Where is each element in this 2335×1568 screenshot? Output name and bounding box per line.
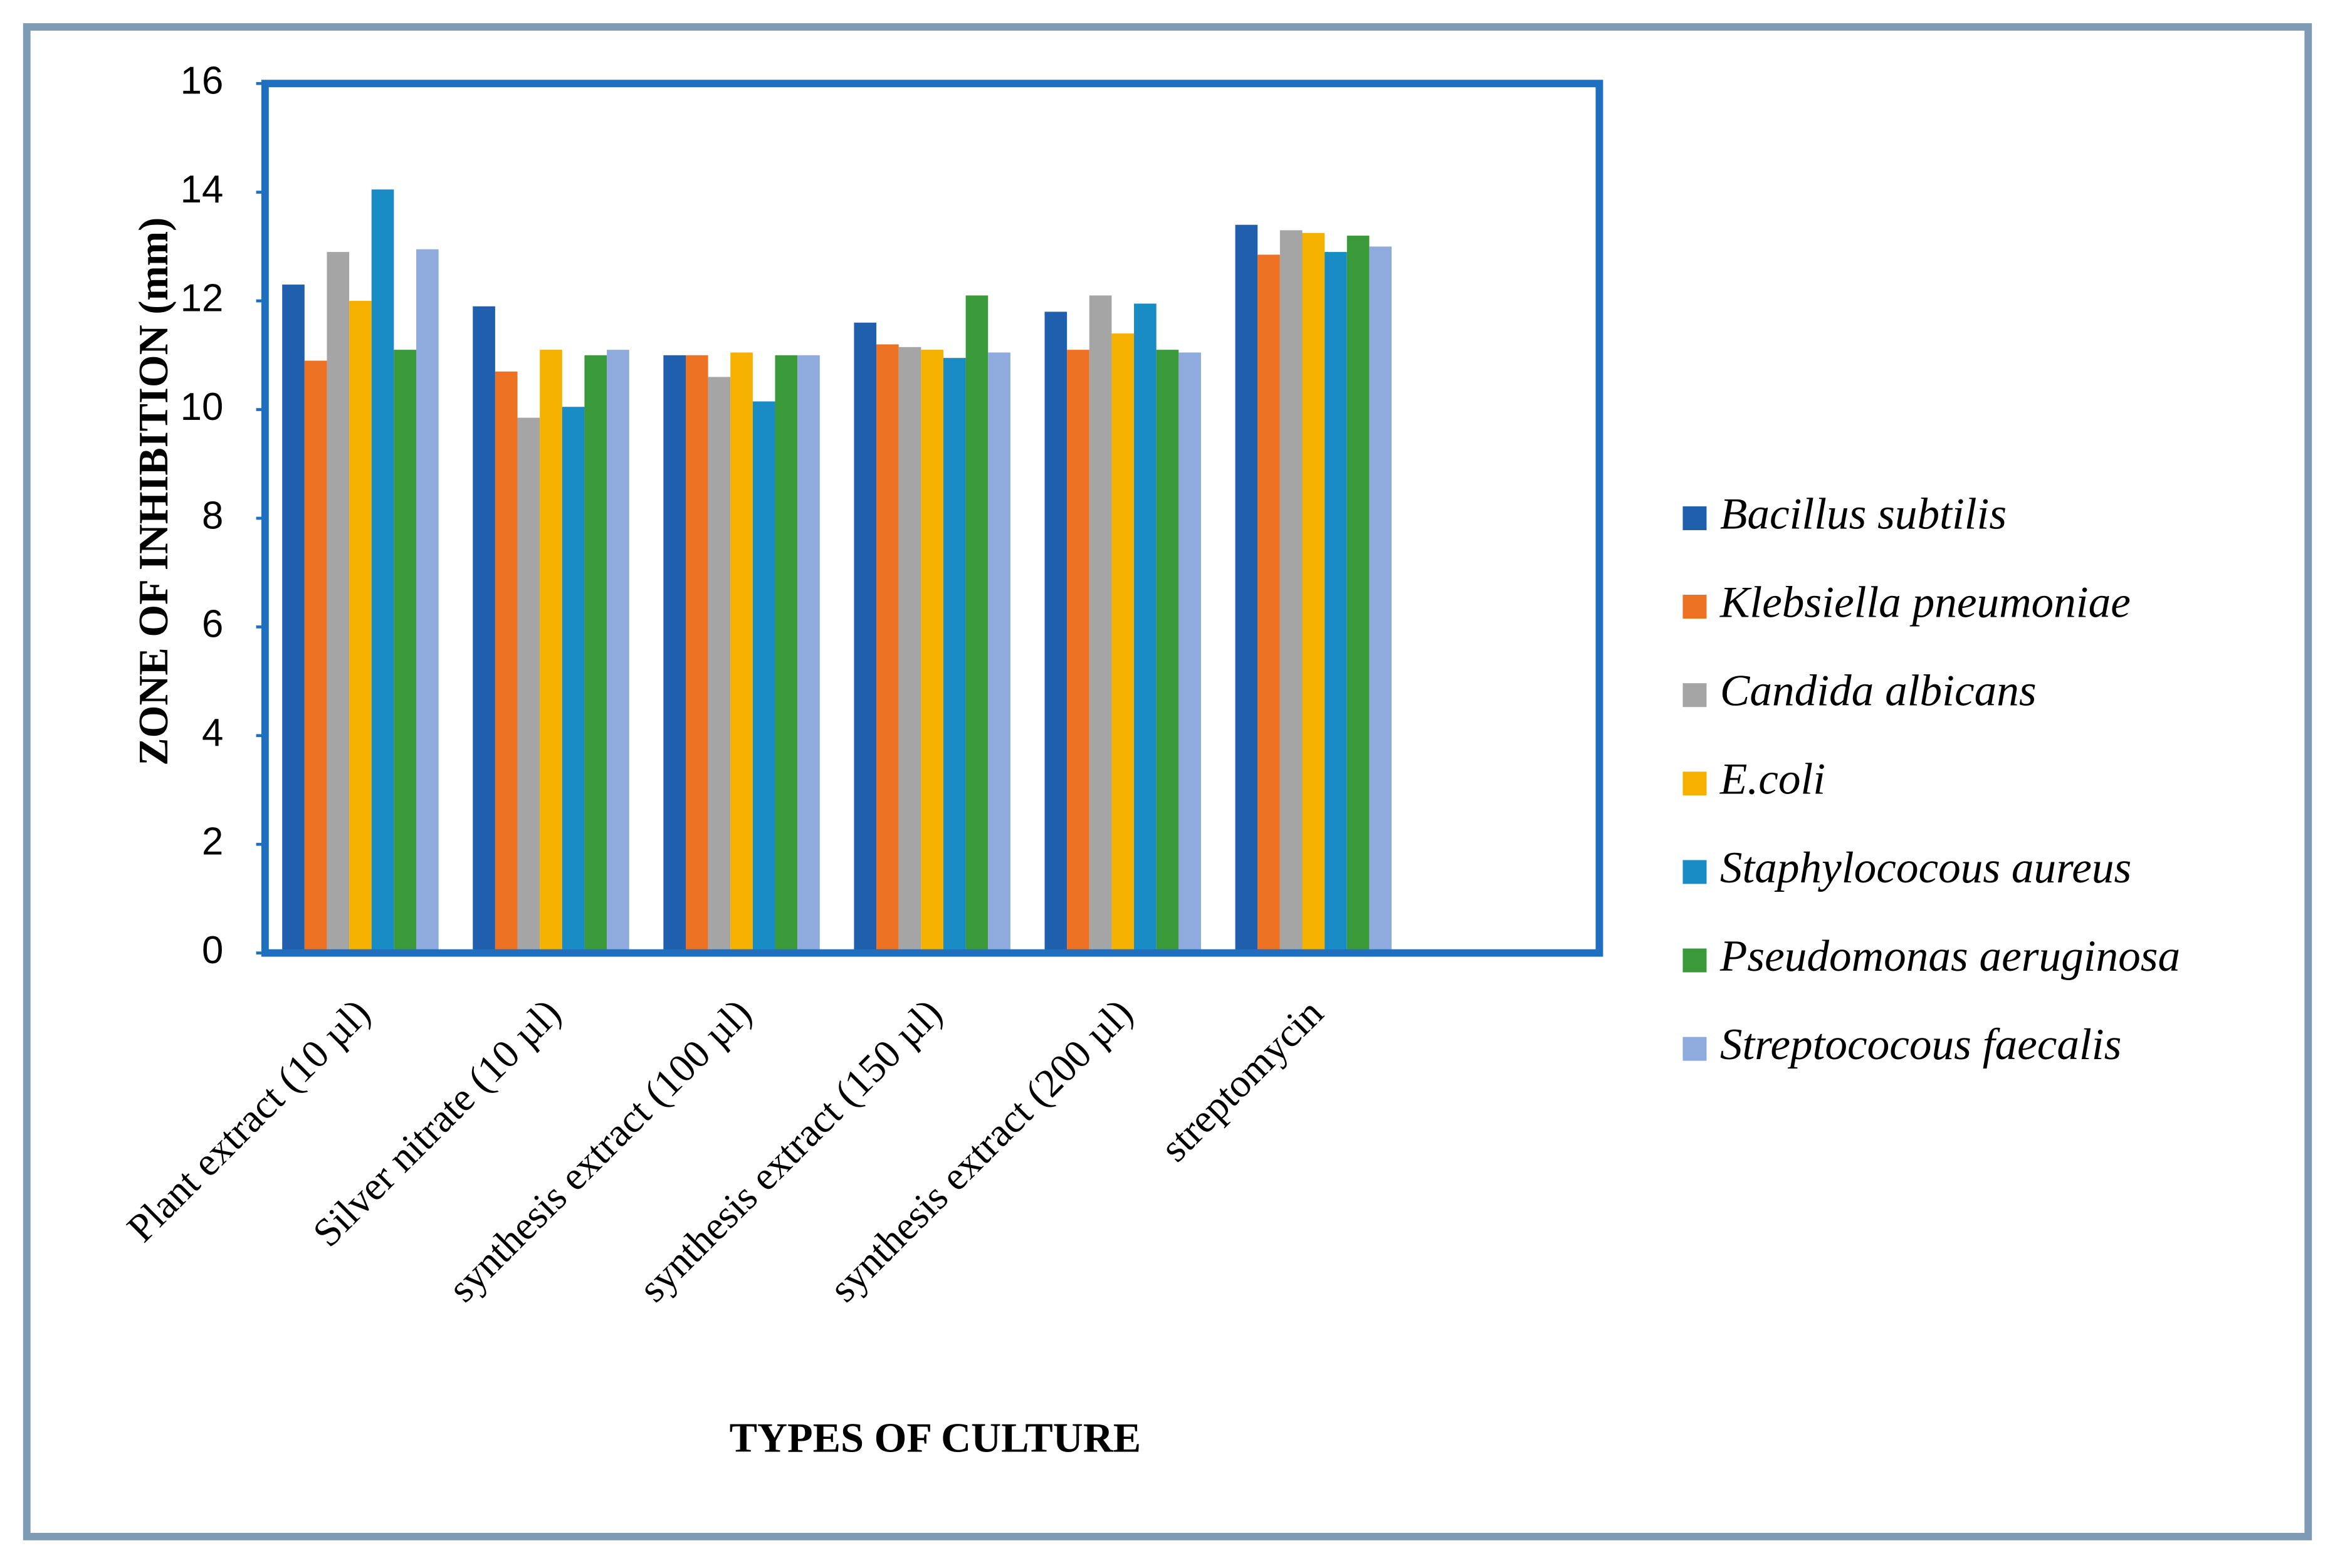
bar [1134,303,1157,953]
bar [416,249,439,953]
y-tick-label: 10 [181,385,224,429]
legend-label: Bacillus subtilis [1720,489,2007,538]
bar [349,301,372,953]
x-tick-label: synthesis extract (200 µl) [821,990,1141,1310]
bar [1156,350,1179,953]
legend-swatch [1682,860,1707,884]
bar [607,350,629,953]
bar [394,350,416,953]
plot-frame [261,80,1603,957]
bar [876,344,899,953]
bar [1346,236,1370,953]
bar [730,352,753,953]
bar [304,360,327,953]
bar [1279,230,1303,953]
bar [965,295,989,953]
y-axis-title: ZONE OF INHIBITION (mm) [131,217,177,766]
legend-swatch [1682,1037,1707,1061]
y-tick-label: 14 [181,168,224,211]
bar [371,189,394,953]
y-tick-label: 12 [181,276,224,320]
bar [663,355,686,953]
bar [1369,246,1392,953]
legend-label: Streptococous faecalis [1720,1020,2121,1069]
legend-swatch [1682,948,1707,973]
bar [584,355,607,953]
y-tick-label: 4 [202,711,223,755]
bar [898,347,921,953]
y-tick-label: 8 [202,494,223,537]
bar [921,350,943,953]
legend-swatch [1682,771,1707,796]
x-axis-title: TYPES OF CULTURE [730,1415,1141,1461]
bar [1067,350,1089,953]
x-tick-label: synthesis extract (100 µl) [439,990,760,1310]
bar [1235,224,1258,953]
legend-swatch [1682,683,1707,708]
bar [473,306,495,953]
x-tick-label: streptomycin [1152,990,1331,1170]
bar [540,350,562,953]
bar [327,252,350,953]
legend-label: Candida albicans [1720,666,2037,716]
bar [1325,252,1347,953]
x-tick-label: synthesis extract (150 µl) [630,990,950,1310]
bar [1302,233,1325,953]
bar [1178,352,1201,953]
legend-swatch [1682,506,1707,530]
y-tick-label: 0 [202,929,223,972]
bar [943,358,966,953]
bar [1044,311,1068,953]
bar [708,377,731,953]
bar [775,355,798,953]
y-tick-label: 6 [202,603,223,646]
y-tick-label: 2 [202,820,223,864]
y-tick-label: 16 [181,60,224,103]
legend-label: Pseudomonas aeruginosa [1719,931,2180,981]
bar [988,352,1010,953]
bar [517,417,540,953]
bar [562,407,585,953]
bar [1111,333,1135,953]
bar [1089,295,1112,953]
bar [685,355,708,953]
bar [1257,254,1280,953]
bar [752,401,775,953]
bar [797,355,820,953]
legend-label: Staphylococous aureus [1720,843,2131,892]
bar [854,322,877,953]
legend-swatch [1682,595,1707,619]
outer-frame [23,23,2312,1540]
legend-label: E.coli [1719,755,1825,804]
legend-label: Klebsiella pneumoniae [1719,577,2131,627]
bar [495,371,518,953]
bar [282,285,305,953]
